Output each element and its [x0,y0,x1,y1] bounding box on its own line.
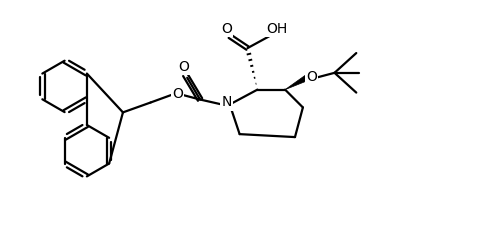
Text: OH: OH [266,22,288,36]
Text: O: O [178,60,188,74]
Polygon shape [285,75,308,90]
Text: O: O [306,70,317,84]
Text: N: N [222,96,232,110]
Text: O: O [222,22,232,36]
Text: O: O [172,86,183,101]
